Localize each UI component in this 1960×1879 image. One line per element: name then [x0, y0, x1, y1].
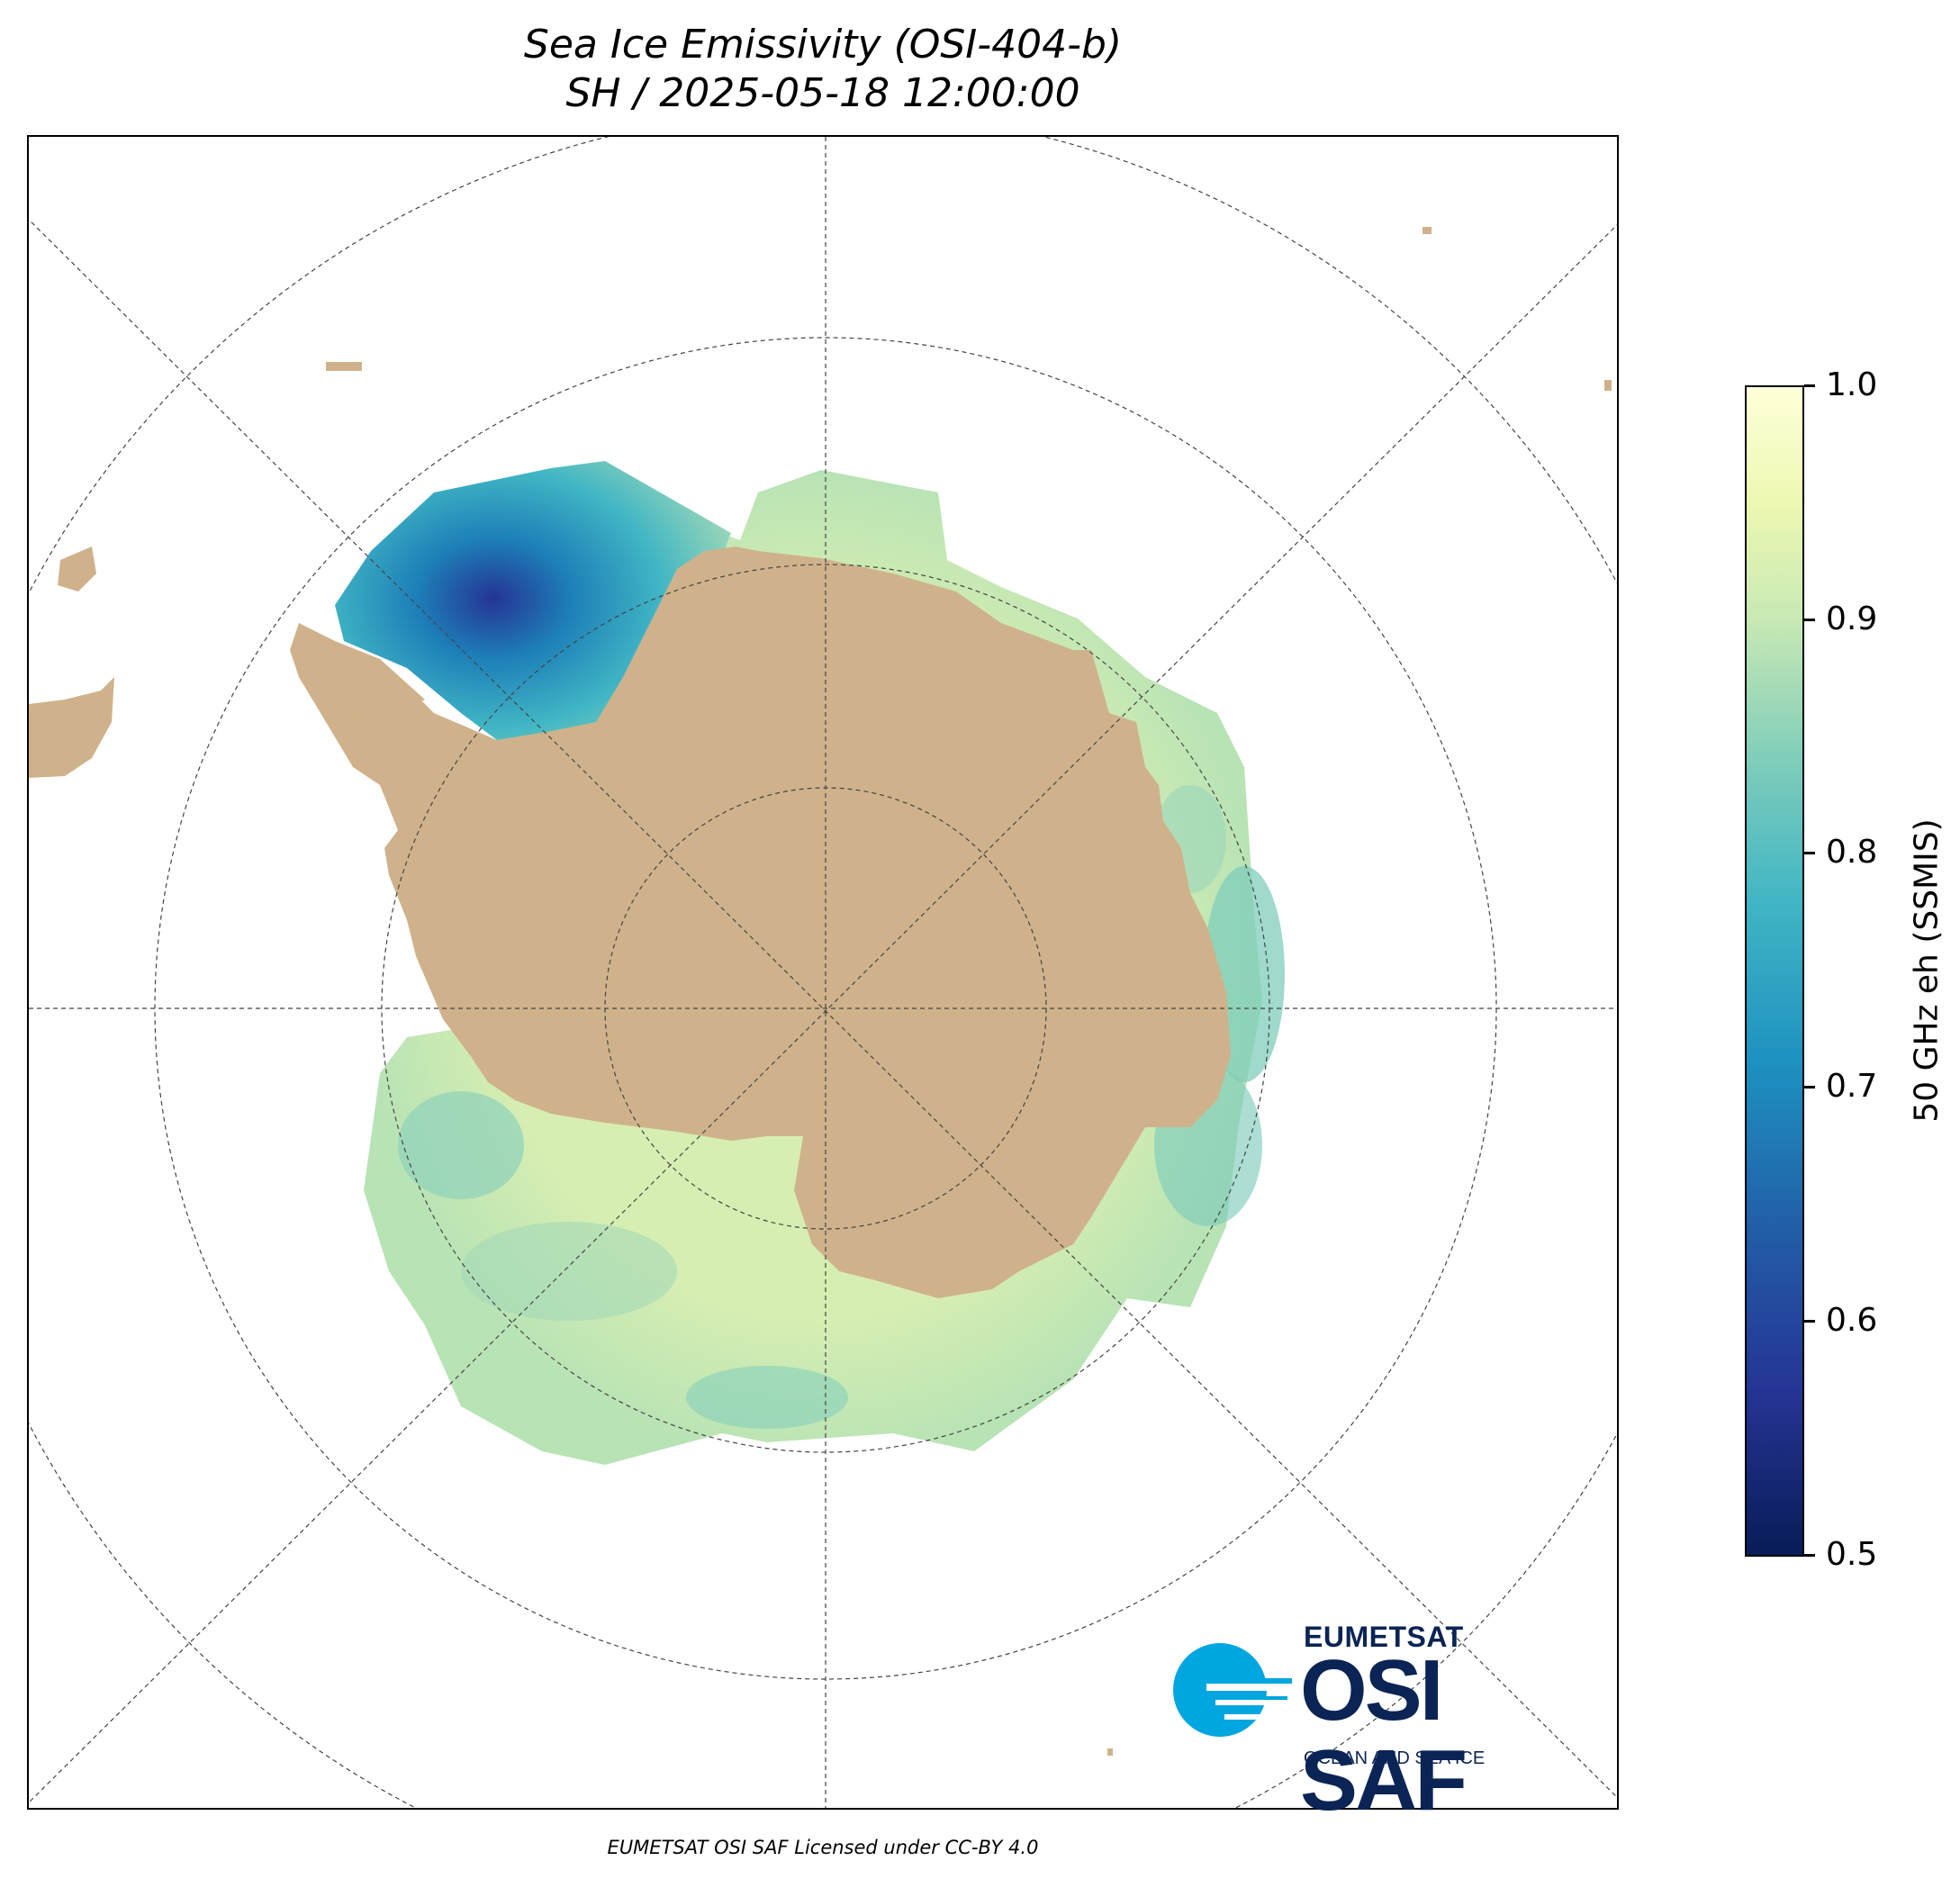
license-footer: EUMETSAT OSI SAF Licensed under CC-BY 4.…: [607, 1837, 1039, 1858]
osi-saf-swirl-icon: [1173, 1643, 1296, 1737]
osi-saf-logo: EUMETSAT OSI SAF OCEAN AND SEA ICE: [1170, 1621, 1603, 1826]
island-patch: [58, 547, 96, 592]
colorbar-tick: [1804, 852, 1815, 854]
map-subtitle: SH / 2025-05-18 12:00:00: [565, 70, 1080, 116]
colorbar-tick-label: 0.5: [1826, 1536, 1878, 1573]
graticule: [29, 137, 1617, 1808]
map-panel: [27, 135, 1619, 1810]
colorbar-label: 50 GHz eh (SSMIS): [1908, 818, 1946, 1123]
colorbar-tick-label: 0.8: [1826, 834, 1878, 871]
antarctic-peninsula: [299, 623, 425, 722]
polar-map: [29, 137, 1617, 1808]
colorbar-tick-label: 1.0: [1826, 366, 1878, 403]
island-patch: [1604, 380, 1612, 391]
island-patch: [1107, 1748, 1113, 1756]
colorbar: [1745, 385, 1804, 1557]
colorbar-tick: [1804, 619, 1815, 621]
south-america-tip: [29, 677, 114, 778]
island-patch: [1423, 227, 1432, 234]
island-patch: [326, 362, 362, 371]
antarctica-land: [290, 547, 1231, 1298]
colorbar-tick: [1804, 1320, 1815, 1323]
logo-subtitle: OCEAN AND SEA ICE: [1304, 1748, 1486, 1768]
colorbar-tick: [1804, 1554, 1815, 1557]
colorbar-tick-label: 0.7: [1826, 1068, 1878, 1105]
map-title: Sea Ice Emissivity (OSI-404-b): [523, 22, 1123, 68]
colorbar-tick-label: 0.6: [1826, 1302, 1878, 1339]
colorbar-tick-label: 0.9: [1826, 601, 1878, 637]
logo-eumetsat-text: EUMETSAT: [1304, 1621, 1464, 1653]
colorbar-tick: [1804, 384, 1815, 387]
logo-osisaf-text: OSI SAF: [1300, 1642, 1468, 1829]
colorbar-tick: [1804, 1086, 1815, 1089]
